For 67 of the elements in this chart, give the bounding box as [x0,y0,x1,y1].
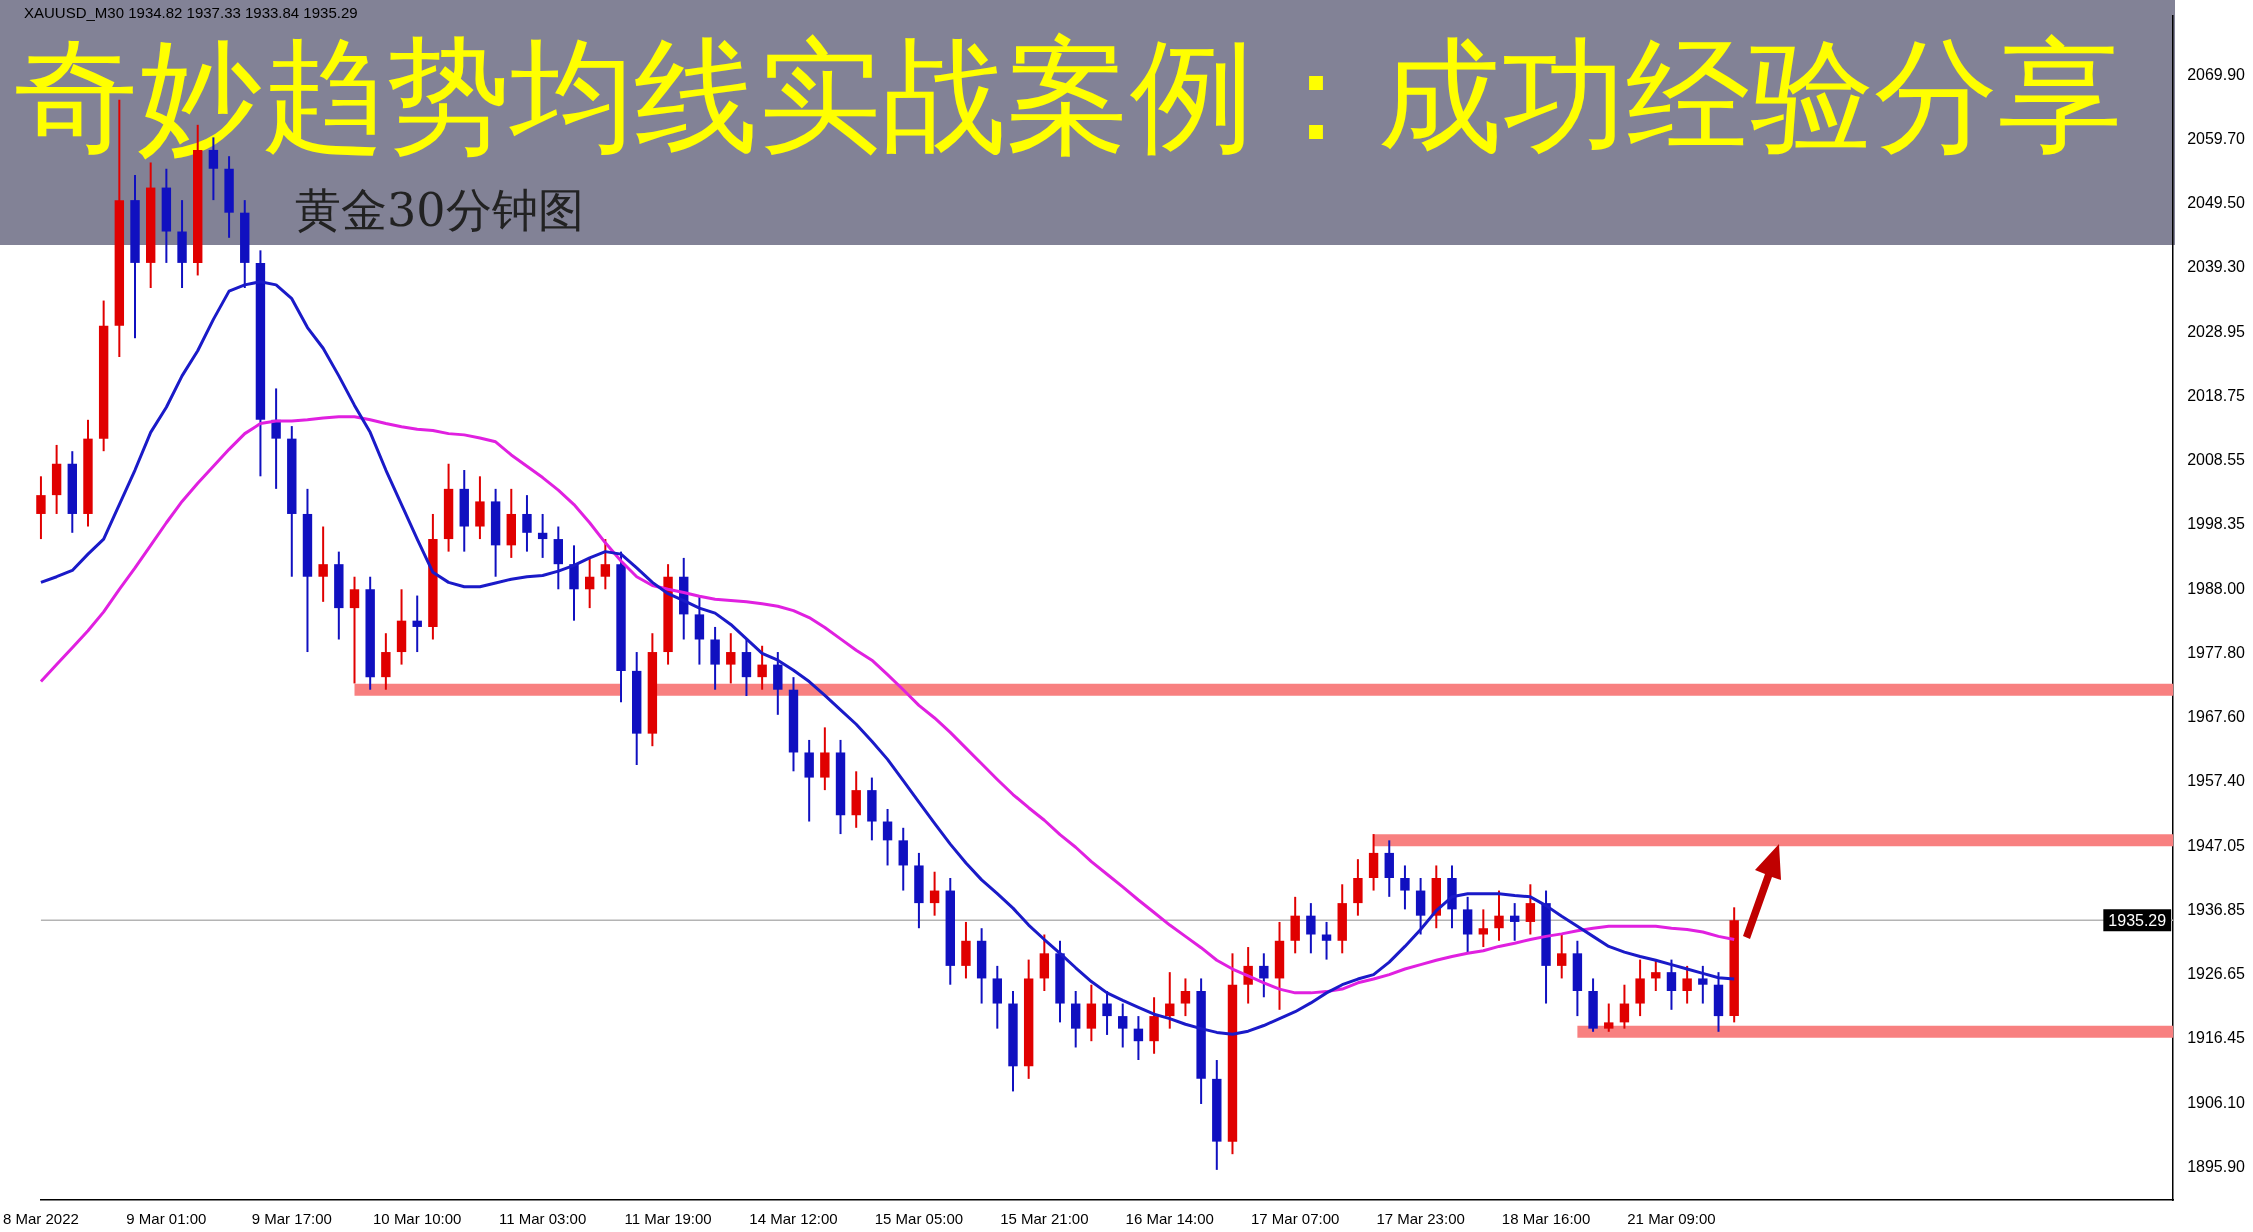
y-tick-label: 1916.45 [2187,1028,2246,1046]
x-tick-label: 10 Mar 10:00 [373,1210,462,1228]
candlestick [1180,977,1191,1018]
candlestick [1666,958,1677,1011]
candlestick [537,512,548,559]
candlestick [1306,902,1316,955]
candlestick [929,870,940,917]
candlestick [600,538,611,591]
y-tick-label: 1895.90 [2187,1157,2246,1175]
candlestick [271,387,281,490]
candlestick [1698,964,1708,1005]
y-tick-label: 1967.60 [2187,707,2246,725]
x-tick-label: 11 Mar 03:00 [499,1210,587,1228]
annotation: XAUUSD_M30 1934.82 1937.33 1933.84 1935.29 [24,4,358,21]
y-tick-label: 1947.05 [2187,836,2246,854]
y-tick-label: 2069.90 [2187,65,2246,83]
candlestick [318,525,328,603]
y-tick-label: 1988.00 [2187,579,2246,597]
candlestick [1321,920,1332,961]
y-tick-label: 2008.55 [2187,450,2246,468]
candlestick [349,575,360,685]
x-tick-label: 15 Mar 05:00 [874,1210,964,1228]
y-tick-label: 2018.75 [2187,386,2246,404]
x-tick-label: 18 Mar 16:00 [1501,1210,1591,1228]
ref-line-label: 1935.29 [2108,911,2167,929]
candlestick [584,556,595,610]
candlestick [36,475,46,541]
candlestick [1118,1002,1128,1049]
candlestick [1509,902,1520,942]
x-tick-label: 11 Mar 19:00 [624,1210,712,1228]
candlestick [1682,964,1692,1005]
candlestick [1619,983,1630,1030]
candlestick [757,644,767,691]
candlestick [1525,883,1536,936]
y-tick-label: 1936.85 [2187,900,2246,918]
y-tick-label: 1926.65 [2187,964,2246,982]
x-tick-label: 15 Mar 21:00 [1000,1210,1089,1228]
candlestick [726,632,736,685]
y-tick-label: 2049.50 [2187,193,2246,211]
y-tick-label: 1957.40 [2187,771,2246,789]
candlestick [522,494,532,553]
candlestick [1494,889,1504,942]
candlestick [1604,1002,1614,1033]
y-tick-label: 2039.30 [2187,257,2246,275]
candlestick [412,594,422,654]
y-tick-label: 2028.95 [2187,322,2246,340]
candlestick [1557,933,1567,980]
x-tick-label: 17 Mar 23:00 [1376,1210,1465,1228]
y-tick-label: 1977.80 [2187,643,2246,661]
text: 黄金30分钟图 [295,182,584,238]
x-tick-label: 8 Mar 2022 [2,1210,79,1228]
candlestick [1478,908,1489,949]
candlestick [882,807,893,867]
y-tick-label: 1906.10 [2187,1093,2246,1111]
candlestick [1165,971,1175,1030]
x-tick-label: 14 Mar 12:00 [749,1210,838,1228]
x-tick-label: 9 Mar 01:00 [126,1210,207,1228]
y-tick-label: 1998.35 [2187,514,2246,532]
x-tick-label: 17 Mar 07:00 [1250,1210,1340,1228]
chart-title: 奇妙趋势均线实战案例：成功经验分享 [14,24,2122,168]
x-tick-label: 16 Mar 14:00 [1125,1210,1214,1228]
x-tick-label: 21 Mar 09:00 [1627,1210,1716,1228]
y-tick-label: 2059.70 [2187,129,2246,147]
candlestick [1400,864,1410,911]
x-tick-label: 9 Mar 17:00 [251,1210,332,1228]
candlestick [1259,952,1269,999]
candlestick [1133,1015,1144,1062]
